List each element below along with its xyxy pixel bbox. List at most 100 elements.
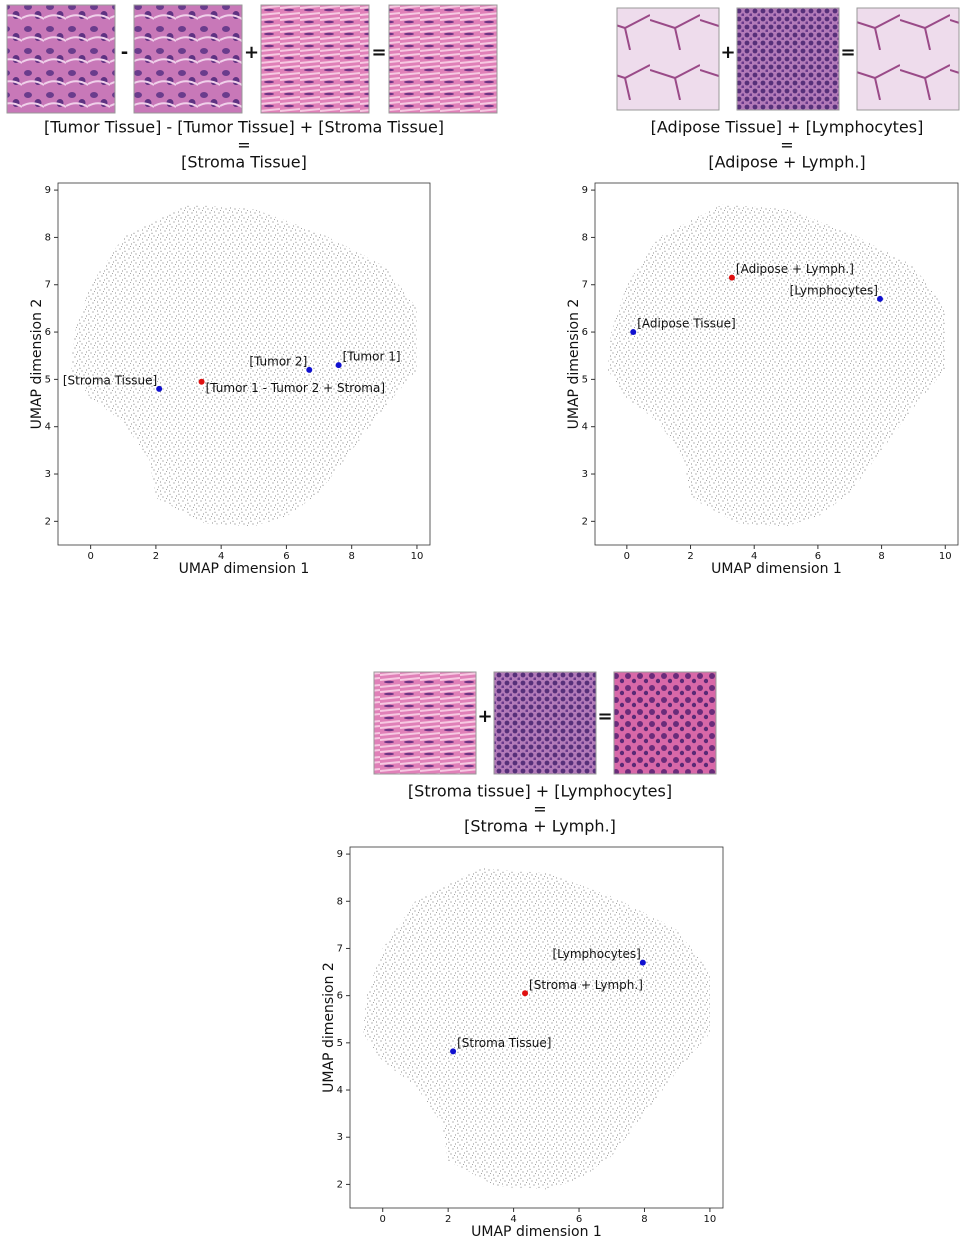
embedding-cloud — [71, 204, 417, 527]
tissue-image — [388, 4, 498, 114]
point-label: [Stroma Tissue] — [63, 373, 157, 387]
embedding-cloud — [607, 204, 946, 527]
y-tick-label: 2 — [45, 516, 51, 527]
operator: - — [121, 42, 128, 63]
point-label: [Stroma Tissue] — [457, 1036, 551, 1050]
tissue-image — [616, 7, 720, 111]
panel: - + =[Tumor Tissue] - [Tumor Tissue] + [St… — [6, 4, 498, 577]
caption: [Stroma Tissue] — [181, 153, 307, 172]
point-label: [Adipose Tissue] — [637, 317, 736, 331]
point-label: [Lymphocytes] — [790, 283, 878, 297]
embedding-point — [156, 385, 163, 392]
y-tick-label: 6 — [582, 327, 588, 338]
x-tick-label: 8 — [348, 551, 354, 562]
embedding-cloud — [363, 868, 710, 1190]
embedding-point — [630, 329, 637, 336]
y-tick-label: 6 — [337, 991, 343, 1002]
x-axis-label: UMAP dimension 1 — [471, 1224, 602, 1240]
embedding-point — [639, 959, 646, 966]
point-label: [Tumor 1 - Tumor 2 + Stroma] — [206, 381, 385, 395]
caption: [Adipose Tissue] + [Lymphocytes] — [651, 118, 924, 137]
x-tick-label: 10 — [939, 551, 952, 562]
point-label: [Tumor 1] — [343, 350, 401, 364]
x-tick-label: 0 — [87, 551, 93, 562]
tissue-image — [493, 671, 597, 775]
operator: = — [840, 42, 855, 63]
point-label: [Adipose + Lymph.] — [736, 262, 854, 276]
y-tick-label: 2 — [337, 1179, 343, 1190]
y-tick-label: 6 — [45, 327, 51, 338]
y-axis-label: UMAP dimension 2 — [566, 299, 582, 430]
tissue-image — [6, 4, 116, 114]
operator: + — [244, 42, 259, 63]
y-tick-label: 4 — [337, 1085, 343, 1096]
caption: [Adipose + Lymph.] — [708, 153, 865, 172]
point-label: [Stroma + Lymph.] — [529, 978, 643, 992]
embedding-point — [522, 990, 529, 997]
y-tick-label: 8 — [337, 896, 343, 907]
x-tick-label: 0 — [624, 551, 630, 562]
x-tick-label: 6 — [815, 551, 821, 562]
embedding-point — [306, 366, 313, 373]
x-tick-label: 10 — [411, 551, 424, 562]
embedding-point — [335, 362, 342, 369]
tissue-image — [133, 4, 243, 114]
y-tick-label: 4 — [582, 422, 588, 433]
caption: [Stroma tissue] + [Lymphocytes] — [408, 782, 672, 801]
x-tick-label: 8 — [641, 1214, 647, 1225]
y-axis-label: UMAP dimension 2 — [321, 962, 337, 1093]
x-tick-label: 4 — [751, 551, 757, 562]
tissue-image — [260, 4, 370, 114]
x-tick-label: 2 — [153, 551, 159, 562]
y-tick-label: 8 — [45, 232, 51, 243]
x-tick-label: 2 — [687, 551, 693, 562]
embedding-point — [876, 295, 883, 302]
x-tick-label: 0 — [380, 1214, 386, 1225]
operator: = — [371, 42, 386, 63]
embedding-point — [728, 274, 735, 281]
tissue-image — [613, 671, 717, 775]
point-label: [Tumor 2] — [249, 354, 307, 368]
operator: = — [597, 706, 612, 727]
y-tick-label: 7 — [582, 280, 588, 291]
caption: [Tumor Tissue] - [Tumor Tissue] + [Strom… — [44, 118, 444, 137]
x-tick-label: 6 — [576, 1214, 582, 1225]
plot-frame — [57, 182, 431, 546]
y-tick-label: 3 — [45, 469, 51, 480]
y-tick-label: 8 — [582, 232, 588, 243]
plot-frame — [349, 846, 724, 1209]
y-tick-label: 4 — [45, 422, 51, 433]
caption: [Stroma + Lymph.] — [464, 817, 616, 836]
x-tick-label: 8 — [878, 551, 884, 562]
point-label: [Lymphocytes] — [552, 947, 640, 961]
y-tick-label: 7 — [45, 280, 51, 291]
y-tick-label: 3 — [337, 1132, 343, 1143]
y-tick-label: 5 — [337, 1038, 343, 1049]
panel: + =[Adipose Tissue] + [Lymphocytes]=[Adip… — [566, 7, 960, 577]
caption: = — [533, 800, 546, 819]
x-tick-label: 10 — [704, 1214, 717, 1225]
tissue-image — [373, 671, 477, 775]
y-tick-label: 3 — [582, 469, 588, 480]
y-tick-label: 5 — [582, 374, 588, 385]
x-axis-label: UMAP dimension 1 — [711, 561, 842, 577]
panel: + =[Stroma tissue] + [Lymphocytes]=[Strom… — [321, 671, 724, 1240]
tissue-image — [856, 7, 960, 111]
x-axis-label: UMAP dimension 1 — [179, 561, 310, 577]
y-tick-label: 2 — [582, 516, 588, 527]
x-tick-label: 4 — [218, 551, 224, 562]
y-axis-label: UMAP dimension 2 — [29, 299, 45, 430]
y-tick-label: 7 — [337, 943, 343, 954]
caption: = — [780, 136, 793, 155]
operator: + — [720, 42, 735, 63]
y-tick-label: 5 — [45, 374, 51, 385]
plot-frame — [594, 182, 959, 546]
x-tick-label: 2 — [445, 1214, 451, 1225]
y-tick-label: 9 — [337, 849, 343, 860]
embedding-point — [450, 1048, 457, 1055]
caption: = — [237, 136, 250, 155]
y-tick-label: 9 — [45, 185, 51, 196]
x-tick-label: 6 — [283, 551, 289, 562]
y-tick-label: 9 — [582, 185, 588, 196]
